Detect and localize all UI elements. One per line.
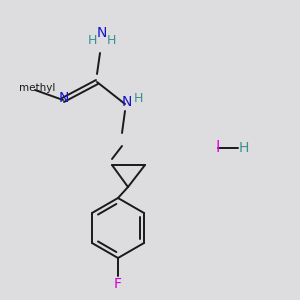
Text: I: I <box>216 140 220 155</box>
Text: H: H <box>239 141 249 155</box>
Text: N: N <box>97 26 107 40</box>
Text: H: H <box>87 34 97 47</box>
Text: N: N <box>122 95 132 109</box>
Text: methyl: methyl <box>19 83 55 93</box>
Text: F: F <box>114 277 122 291</box>
Text: H: H <box>106 34 116 47</box>
Text: N: N <box>59 91 69 105</box>
Text: H: H <box>133 92 143 106</box>
